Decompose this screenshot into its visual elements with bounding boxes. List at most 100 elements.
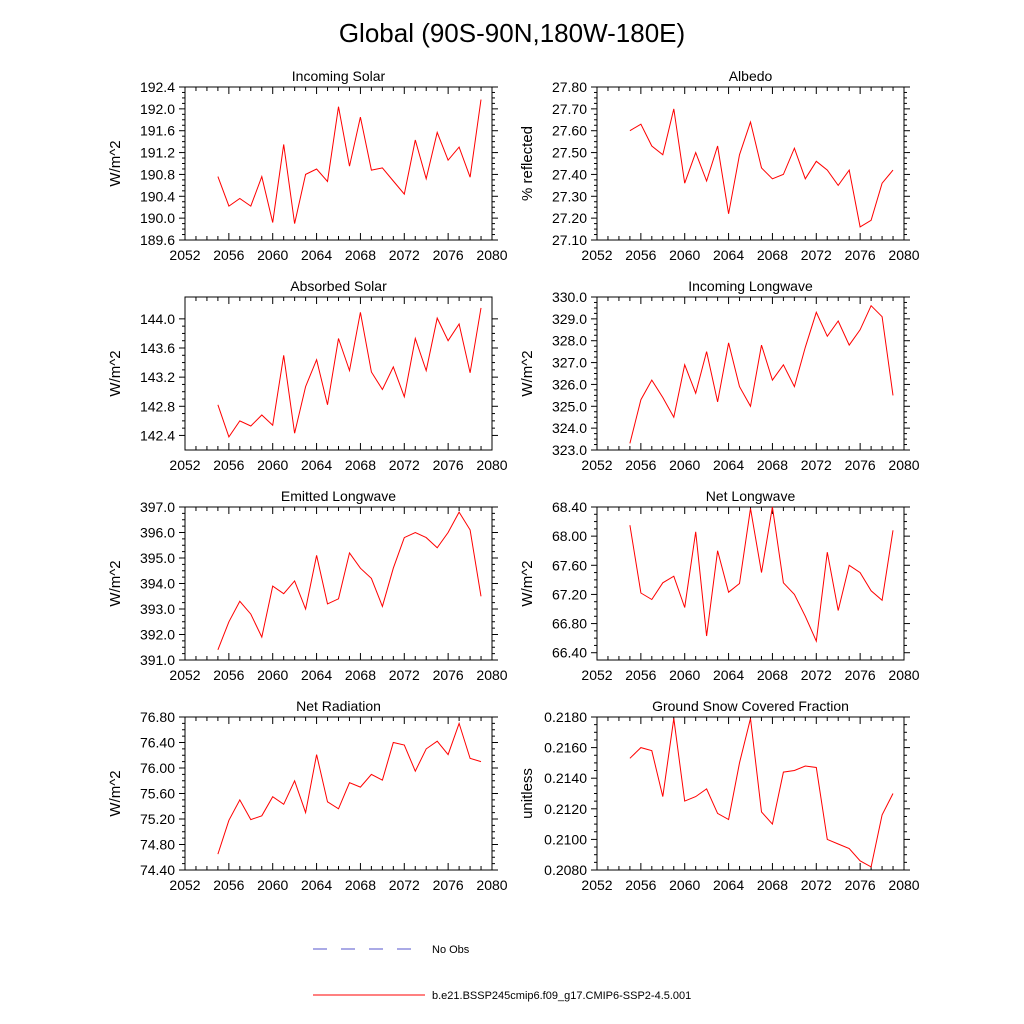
x-tick-label: 2052 — [581, 877, 612, 893]
x-tick-label: 2068 — [345, 457, 376, 473]
x-tick-label: 2060 — [669, 667, 700, 683]
x-tick-label: 2052 — [169, 877, 200, 893]
series-line-emitted-longwave — [217, 511, 482, 650]
y-tick-label: 142.4 — [140, 427, 175, 443]
x-tick-label: 2056 — [625, 877, 656, 893]
y-tick-label: 27.40 — [552, 166, 587, 182]
x-tick-label: 2052 — [581, 247, 612, 263]
x-tick-label: 2068 — [345, 667, 376, 683]
panel-title: Incoming Longwave — [688, 278, 813, 294]
x-tick-label: 2064 — [713, 247, 744, 263]
y-tick-label: 68.40 — [552, 499, 587, 515]
y-tick-label: 191.6 — [140, 123, 175, 139]
panel-absorbed-solar: Absorbed Solar W/m^2 2052 2056 2060 2064 2068 2… — [107, 278, 508, 473]
y-tick-label: 190.8 — [140, 166, 175, 182]
y-tick-label: 324.0 — [552, 420, 587, 436]
x-tick-label: 2068 — [757, 877, 788, 893]
y-tick-label: 395.0 — [140, 550, 175, 566]
x-tick-label: 2056 — [213, 667, 244, 683]
x-tick-label: 2068 — [757, 457, 788, 473]
x-tick-label: 2072 — [389, 877, 420, 893]
x-tick-label: 2068 — [757, 247, 788, 263]
x-tick-label: 2068 — [345, 247, 376, 263]
y-tick-label: 190.4 — [140, 188, 175, 204]
panel-title: Incoming Solar — [292, 68, 386, 84]
x-tick-label: 2052 — [169, 247, 200, 263]
y-tick-label: 328.0 — [552, 333, 587, 349]
x-tick-label: 2080 — [476, 247, 507, 263]
y-tick-label: 325.0 — [552, 398, 587, 414]
x-tick-label: 2080 — [476, 877, 507, 893]
panel-title: Net Longwave — [706, 488, 796, 504]
plot-frame — [596, 296, 905, 451]
panel-incoming-solar: Incoming Solar W/m^2 2052 2056 2060 2064 2068 2… — [107, 68, 508, 263]
panels: Incoming Solar W/m^2 2052 2056 2060 2064 2068 2… — [107, 68, 920, 893]
series-line-incoming-solar — [217, 99, 482, 224]
y-tick-label: 27.60 — [552, 123, 587, 139]
y-axis-label: W/m^2 — [107, 350, 124, 396]
y-tick-label: 326.0 — [552, 376, 587, 392]
x-tick-label: 2072 — [801, 667, 832, 683]
x-tick-label: 2064 — [301, 877, 332, 893]
x-tick-label: 2056 — [213, 457, 244, 473]
y-tick-label: 0.2080 — [544, 862, 587, 878]
y-axis-label: % reflected — [519, 126, 536, 201]
y-tick-label: 75.60 — [140, 786, 175, 802]
x-tick-label: 2080 — [888, 457, 919, 473]
y-tick-label: 27.70 — [552, 101, 587, 117]
x-tick-label: 2076 — [433, 877, 464, 893]
x-tick-label: 2060 — [669, 877, 700, 893]
figure-title: Global (90S-90N,180W-180E) — [339, 18, 685, 48]
legend-obs-label: No Obs — [432, 944, 470, 956]
y-tick-label: 142.8 — [140, 398, 175, 414]
x-tick-label: 2052 — [169, 457, 200, 473]
x-tick-label: 2076 — [845, 667, 876, 683]
plot-frame — [184, 506, 493, 661]
x-tick-label: 2072 — [389, 457, 420, 473]
x-tick-label: 2072 — [389, 667, 420, 683]
x-tick-label: 2068 — [345, 877, 376, 893]
x-tick-label: 2056 — [213, 247, 244, 263]
x-tick-label: 2072 — [801, 877, 832, 893]
y-tick-label: 392.0 — [140, 627, 175, 643]
x-tick-label: 2060 — [257, 247, 288, 263]
x-tick-label: 2052 — [581, 457, 612, 473]
x-tick-label: 2064 — [713, 667, 744, 683]
x-tick-label: 2056 — [625, 457, 656, 473]
y-tick-label: 191.2 — [140, 145, 175, 161]
panel-albedo: Albedo % reflected 2052 2056 2060 2064 2068 207… — [519, 68, 920, 263]
x-tick-label: 2060 — [669, 247, 700, 263]
series-line-albedo — [629, 108, 894, 228]
x-tick-label: 2060 — [257, 877, 288, 893]
legend: No Obs b.e21.BSSP245cmip6.f09_g17.CMIP6-… — [313, 944, 691, 1002]
y-tick-label: 76.80 — [140, 709, 175, 725]
series-line-absorbed-solar — [217, 307, 482, 439]
x-tick-label: 2060 — [669, 457, 700, 473]
y-tick-label: 393.0 — [140, 601, 175, 617]
series-line-net-radiation — [217, 721, 482, 855]
y-tick-label: 27.30 — [552, 188, 587, 204]
y-tick-label: 66.40 — [552, 645, 587, 661]
x-tick-label: 2072 — [801, 457, 832, 473]
y-tick-label: 190.0 — [140, 210, 175, 226]
panel-net-longwave: Net Longwave W/m^2 2052 2056 2060 2064 2068 207… — [519, 488, 920, 683]
y-tick-label: 27.80 — [552, 79, 587, 95]
y-tick-label: 192.0 — [140, 101, 175, 117]
x-tick-label: 2076 — [433, 247, 464, 263]
y-axis-label: W/m^2 — [107, 140, 124, 186]
x-tick-label: 2064 — [713, 877, 744, 893]
plot-frame — [596, 506, 905, 661]
x-tick-label: 2080 — [476, 667, 507, 683]
y-tick-label: 189.6 — [140, 232, 175, 248]
x-tick-label: 2056 — [625, 247, 656, 263]
y-tick-label: 66.80 — [552, 616, 587, 632]
y-tick-label: 143.2 — [140, 369, 175, 385]
x-tick-label: 2064 — [301, 667, 332, 683]
y-tick-label: 75.20 — [140, 811, 175, 827]
y-tick-label: 0.2140 — [544, 770, 587, 786]
panel-emitted-longwave: Emitted Longwave W/m^2 2052 2056 2060 2064 206… — [107, 488, 508, 683]
legend-model-label: b.e21.BSSP245cmip6.f09_g17.CMIP6-SSP2-4.… — [432, 990, 691, 1002]
y-axis-label: W/m^2 — [519, 350, 536, 396]
y-tick-label: 68.00 — [552, 528, 587, 544]
y-tick-label: 27.50 — [552, 145, 587, 161]
